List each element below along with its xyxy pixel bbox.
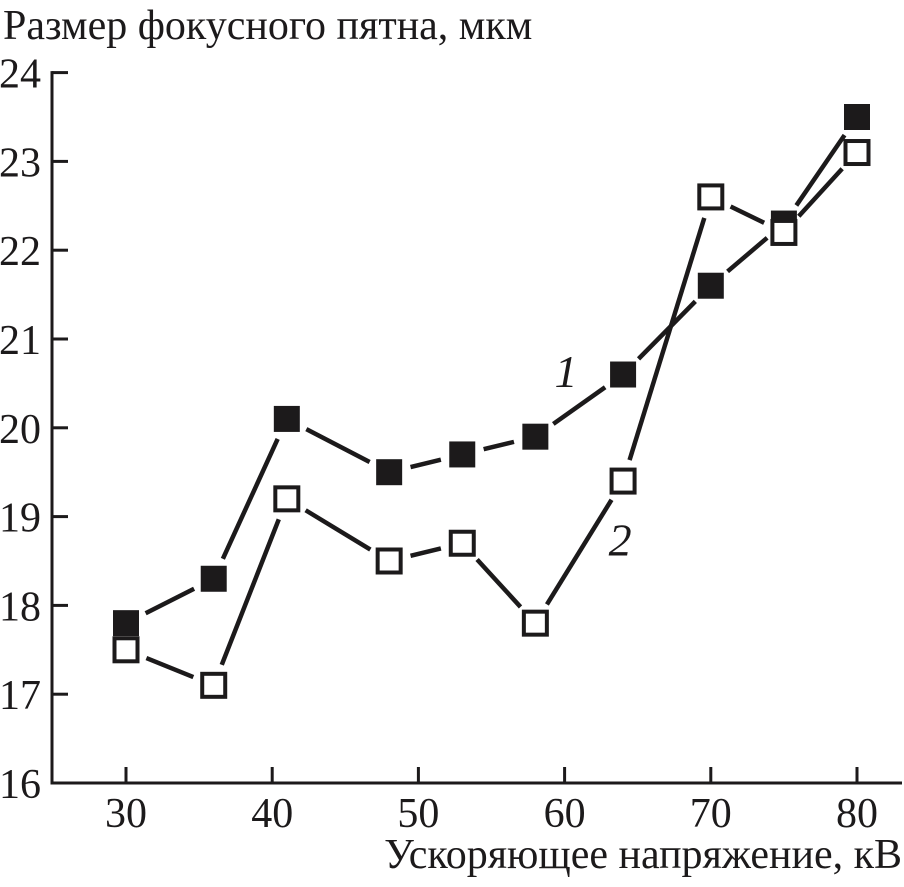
series-2-segment <box>475 557 523 609</box>
series-1-segment <box>552 385 607 426</box>
series-2-segment <box>219 518 281 666</box>
y-tick-label: 19 <box>0 496 41 542</box>
series-2-marker <box>770 218 798 246</box>
y-tick-label: 24 <box>0 52 41 98</box>
x-tick-label: 30 <box>105 791 147 837</box>
series-2-marker <box>521 609 549 637</box>
series-1-marker <box>844 104 870 130</box>
x-tick-label: 40 <box>251 791 293 837</box>
series-1-segment <box>305 427 371 465</box>
x-tick-label: 80 <box>836 791 878 837</box>
y-tick-label: 18 <box>0 584 41 630</box>
series-2-segment <box>304 508 372 552</box>
y-tick-label: 21 <box>0 318 41 364</box>
series-1-segment <box>144 586 196 616</box>
series-2-segment <box>797 167 844 218</box>
series-2-marker <box>200 671 228 699</box>
series-1-label: 1 <box>555 346 578 397</box>
series-1-segment <box>726 236 769 274</box>
y-tick-label: 23 <box>0 140 41 186</box>
x-axis-label: Ускоряющее напряжение, кВ <box>384 832 902 878</box>
series-2-segment <box>145 655 195 680</box>
y-tick-label: 16 <box>0 762 41 808</box>
series-1-marker <box>376 459 403 486</box>
series-2-label: 2 <box>609 515 632 566</box>
series-1-marker <box>273 405 300 432</box>
series-1-marker <box>449 441 476 468</box>
series-2-segment <box>545 498 614 606</box>
chart-title: Размер фокусного пятна, мкм <box>3 3 533 49</box>
series-2-segment <box>410 546 442 558</box>
y-tick-label: 22 <box>0 229 41 275</box>
x-tick-label: 50 <box>397 791 439 837</box>
series-2-marker <box>273 485 301 513</box>
series-2-marker <box>375 547 403 575</box>
series-1-segment <box>410 457 442 470</box>
series-2-marker <box>112 636 140 664</box>
series-2-segment <box>627 217 707 461</box>
x-tick-label: 60 <box>544 791 586 837</box>
series-2-marker <box>843 139 871 167</box>
series-2-marker <box>448 529 476 557</box>
series-2-marker <box>609 467 637 495</box>
series-1-segment <box>220 437 280 560</box>
x-tick-label: 70 <box>690 791 732 837</box>
series-1-segment <box>794 133 847 207</box>
y-tick-label: 17 <box>0 673 41 719</box>
series-2-marker <box>697 183 725 211</box>
series-2-segment <box>729 204 766 225</box>
series-1-marker <box>610 361 637 388</box>
series-1-segment <box>636 299 697 361</box>
series-1-segment <box>483 439 515 452</box>
series-1-marker <box>113 610 139 637</box>
series-1-marker <box>200 565 227 592</box>
series-1-marker <box>522 423 549 450</box>
series-1-marker <box>697 272 724 299</box>
y-tick-label: 20 <box>0 407 41 453</box>
